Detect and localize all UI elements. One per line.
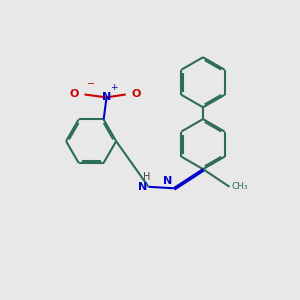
Text: N: N bbox=[163, 176, 172, 186]
Text: −: − bbox=[87, 79, 95, 88]
Text: H: H bbox=[143, 172, 151, 182]
Text: N: N bbox=[102, 92, 111, 102]
Text: +: + bbox=[110, 83, 118, 92]
Text: CH₃: CH₃ bbox=[232, 182, 248, 191]
Text: O: O bbox=[70, 89, 79, 100]
Text: O: O bbox=[131, 89, 140, 100]
Text: N: N bbox=[138, 182, 147, 192]
